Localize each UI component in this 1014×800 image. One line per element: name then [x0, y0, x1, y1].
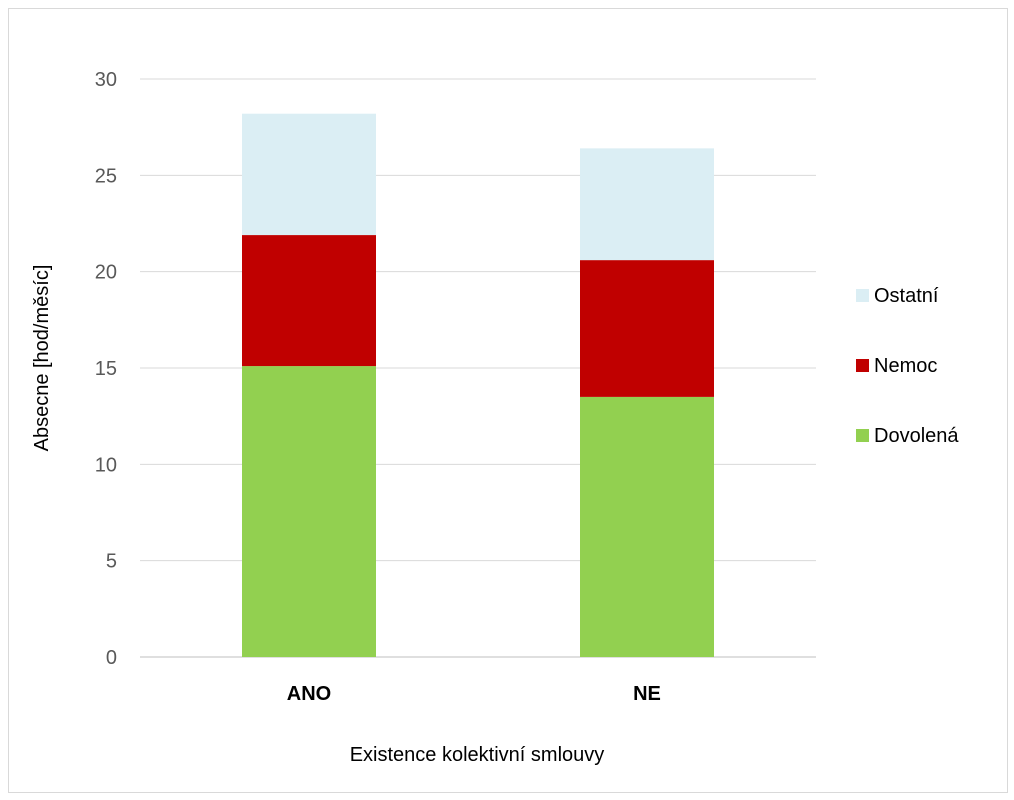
legend-label: Nemoc [874, 355, 937, 377]
chart-area [8, 8, 1008, 793]
y-tick-label: 20 [95, 262, 117, 284]
legend-swatch [856, 359, 869, 372]
y-tick-label: 0 [106, 647, 117, 669]
x-category-label: ANO [287, 683, 331, 705]
y-tick-label: 15 [95, 358, 117, 380]
y-tick-label: 30 [95, 69, 117, 91]
x-category-label: NE [633, 683, 661, 705]
gridlines [140, 78, 816, 658]
bar-segment-dovolená [580, 396, 714, 657]
y-axis-title: Absecne [hod/měsíc] [31, 265, 53, 452]
x-axis-title: Existence kolektivní smlouvy [350, 744, 605, 766]
x-axis-categories: ANO NE [287, 683, 661, 705]
bars [242, 113, 714, 657]
y-axis-ticks: 0 5 10 15 20 25 30 [95, 69, 117, 669]
bar-segment-dovolená [242, 366, 376, 657]
legend-label: Dovolená [874, 425, 959, 447]
legend: Ostatní Nemoc Dovolená [856, 285, 959, 447]
bar-segment-nemoc [580, 260, 714, 397]
y-tick-label: 10 [95, 454, 117, 476]
bar-segment-nemoc [242, 235, 376, 367]
bar-segment-ostatní [580, 148, 714, 261]
y-tick-label: 5 [106, 551, 117, 573]
legend-swatch [856, 429, 869, 442]
legend-swatch [856, 289, 869, 302]
y-tick-label: 25 [95, 165, 117, 187]
legend-label: Ostatní [874, 285, 939, 307]
bar-segment-ostatní [242, 113, 376, 236]
